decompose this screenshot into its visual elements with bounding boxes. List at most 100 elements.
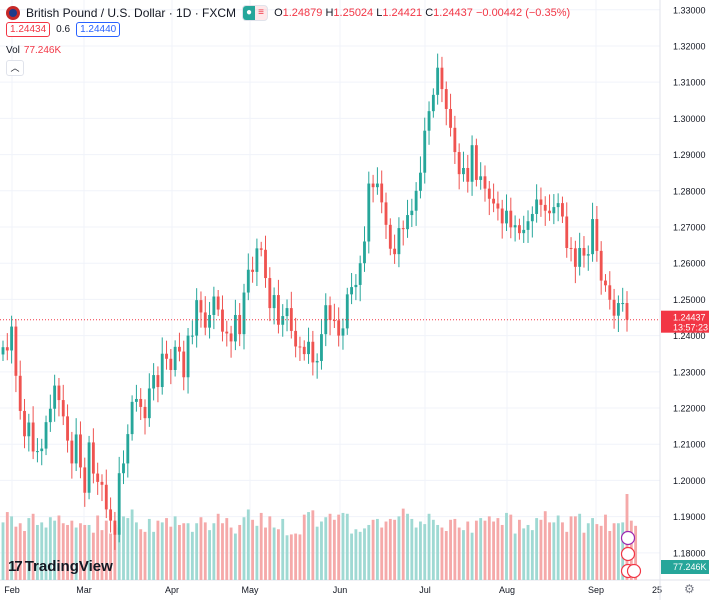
- volume-bar: [453, 518, 457, 580]
- candle-body: [621, 303, 625, 305]
- candle-body: [474, 145, 478, 180]
- menu-icon[interactable]: ≡: [255, 6, 268, 20]
- volume-bar: [410, 518, 414, 580]
- candle-body: [104, 484, 108, 510]
- candle-body: [31, 422, 35, 452]
- candle-body: [354, 284, 358, 288]
- volume-bar: [345, 513, 349, 580]
- volume-bar: [604, 514, 607, 580]
- candle-body: [440, 67, 444, 90]
- candle-body: [165, 353, 168, 359]
- calendar-icon[interactable]: [620, 546, 636, 562]
- volume-bar: [160, 522, 164, 580]
- y-tick-label: 1.27000: [673, 223, 706, 233]
- candle-body: [414, 190, 418, 211]
- volume-bar: [165, 518, 168, 580]
- chevron-up-icon[interactable]: ︿: [6, 60, 24, 76]
- candle-body: [453, 127, 457, 153]
- sell-button[interactable]: 1.24434: [6, 22, 51, 37]
- volume-bar: [83, 524, 87, 580]
- volume-bar: [147, 518, 151, 580]
- volume-bar: [483, 520, 487, 580]
- candle-body: [48, 408, 52, 423]
- volume-bar: [178, 524, 181, 580]
- buy-button[interactable]: 1.24440: [76, 22, 121, 37]
- visibility-toggle[interactable]: ● ≡: [242, 5, 269, 21]
- candle-body: [612, 299, 616, 316]
- volume-bar: [341, 512, 345, 580]
- volume-bar: [517, 519, 521, 580]
- x-tick-label: 25: [652, 585, 662, 595]
- volume-bar: [23, 530, 26, 580]
- y-tick-label: 1.32000: [673, 41, 706, 51]
- candle-body: [530, 213, 534, 222]
- x-tick-label: Jul: [419, 585, 431, 595]
- candle-body: [375, 183, 379, 188]
- candle-body: [548, 210, 551, 214]
- volume-bar: [526, 524, 530, 580]
- symbol-title[interactable]: British Pound / U.S. Dollar · 1D · FXCM: [26, 6, 237, 20]
- candle-body: [599, 250, 603, 281]
- lightning-icon[interactable]: [620, 530, 636, 546]
- volume-bar: [10, 516, 14, 580]
- volume-bar: [573, 516, 577, 580]
- candle-body: [53, 385, 57, 409]
- gear-icon[interactable]: ⚙: [684, 582, 695, 596]
- candle-body: [190, 335, 194, 337]
- candle-body: [457, 152, 461, 175]
- y-tick-label: 1.23000: [673, 367, 706, 377]
- candle-body: [449, 108, 452, 128]
- candle-body: [324, 305, 328, 335]
- volume-bar: [505, 512, 508, 580]
- volume-bar: [565, 531, 569, 580]
- volume-bar: [91, 532, 95, 580]
- eye-icon[interactable]: ●: [243, 6, 256, 20]
- candle-body: [61, 400, 65, 417]
- candle-body: [427, 111, 431, 131]
- volume-bar: [31, 513, 35, 580]
- volume-bar: [311, 510, 315, 580]
- candle-body: [591, 219, 594, 255]
- volume-bar: [543, 511, 547, 580]
- volume-bar: [221, 523, 224, 580]
- volume-bar: [440, 527, 444, 580]
- candle-body: [66, 416, 69, 441]
- volume-bar: [246, 509, 250, 580]
- volume-bar: [117, 527, 121, 580]
- flag-icon: [6, 6, 20, 20]
- candle-body: [556, 203, 560, 208]
- candle-body: [117, 473, 121, 535]
- volume-bar: [70, 520, 74, 580]
- volume-bar: [281, 518, 285, 580]
- volume-bar: [169, 526, 173, 580]
- candle-body: [371, 183, 375, 188]
- volume-bar: [591, 518, 594, 580]
- candle-body: [483, 176, 487, 189]
- candle-body: [199, 300, 203, 313]
- volume-bar: [548, 522, 551, 580]
- x-tick-label: Apr: [165, 585, 179, 595]
- candle-body: [113, 520, 117, 535]
- candle-body: [294, 330, 298, 347]
- volume-bar: [384, 521, 388, 580]
- candle-body: [513, 225, 517, 228]
- spread-value: 0.6: [56, 24, 71, 35]
- candle-body: [36, 451, 39, 453]
- volume-bar: [122, 516, 125, 580]
- candle-body: [608, 285, 612, 300]
- volume-bar: [294, 533, 298, 580]
- volume-bar: [289, 534, 293, 580]
- volume-bar: [513, 533, 517, 580]
- candle-body: [221, 309, 224, 332]
- candle-body: [302, 346, 306, 355]
- volume-bar: [380, 527, 384, 580]
- volume-bar: [44, 527, 48, 580]
- candle-body: [70, 440, 74, 464]
- tv-mark-icon: 17: [8, 558, 23, 575]
- volume-bar: [397, 516, 401, 580]
- volume-bar: [53, 520, 57, 580]
- volume-bar: [242, 517, 246, 580]
- candle-body: [130, 401, 134, 435]
- candle-body: [139, 398, 143, 407]
